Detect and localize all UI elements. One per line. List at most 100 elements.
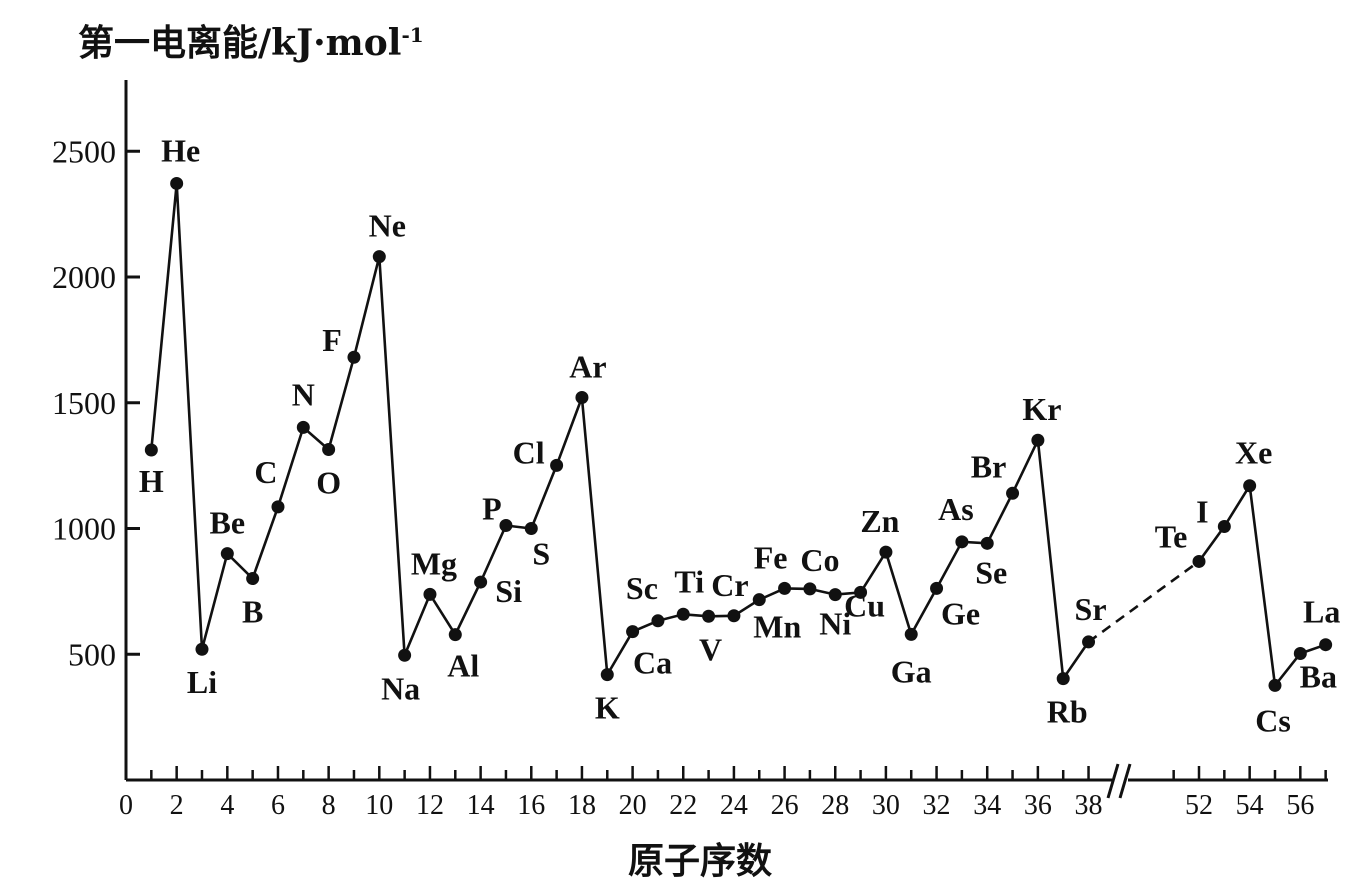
x-tick-label: 6 [271, 790, 285, 821]
point-label-cr: Cr [711, 567, 748, 603]
data-point [600, 668, 614, 682]
data-point [879, 545, 893, 559]
point-label-co: Co [800, 542, 839, 578]
point-label-as: As [938, 491, 974, 527]
point-labels: H He Li Be B C N O F Ne Na Mg Al Si PS Cl Ar K Ca Sc Ti V CrMn… [139, 132, 1340, 738]
point-label-b: B [242, 594, 263, 630]
x-tick-label: 10 [365, 790, 393, 821]
series-lines [150, 183, 1327, 689]
x-tick-label: 0 [119, 790, 133, 821]
point-label-sr: Sr [1075, 591, 1107, 627]
x-tick-label: 26 [771, 790, 799, 821]
data-point [803, 582, 817, 596]
point-label-zn: Zn [860, 503, 899, 539]
data-point [676, 607, 690, 621]
data-point [1006, 486, 1020, 500]
point-label-p: P [482, 490, 502, 526]
point-label-mg: Mg [411, 545, 457, 581]
data-point [322, 443, 336, 457]
data-point [296, 420, 310, 434]
y-tick-label: 500 [68, 636, 116, 672]
data-point [1268, 678, 1282, 692]
data-point [220, 547, 234, 561]
x-tick-label: 54 [1236, 790, 1264, 821]
x-tick-label: 2 [170, 790, 184, 821]
x-tick-label: 32 [923, 790, 951, 821]
point-label-al: Al [447, 648, 479, 684]
x-tick-label: 20 [619, 790, 647, 821]
axis-break-mark [1106, 763, 1120, 799]
point-label-s: S [532, 536, 550, 572]
point-label-he: He [161, 132, 200, 168]
point-label-cs: Cs [1255, 702, 1291, 738]
point-label-ge: Ge [941, 595, 980, 631]
point-label-be: Be [210, 505, 246, 541]
point-label-xe: Xe [1235, 435, 1272, 471]
point-label-o: O [316, 465, 341, 501]
axis-break-mark [1118, 763, 1132, 799]
point-label-n: N [292, 376, 315, 412]
point-label-mn: Mn [753, 609, 801, 645]
data-point [575, 390, 589, 404]
data-point [727, 609, 741, 623]
x-tick-label: 4 [220, 790, 234, 821]
data-point [524, 522, 538, 535]
data-point [448, 628, 462, 642]
point-label-kr: Kr [1022, 391, 1061, 427]
data-point [372, 250, 386, 264]
y-tick-label: 1500 [52, 385, 116, 421]
point-label-ba: Ba [1300, 658, 1337, 694]
x-tick-label: 12 [416, 790, 444, 821]
point-label-ga: Ga [891, 653, 932, 689]
x-tick-label: 16 [517, 790, 545, 821]
point-label-ni: Ni [819, 606, 851, 642]
x-tick-label: 30 [872, 790, 900, 821]
point-label-ca: Ca [633, 645, 672, 681]
point-label-li: Li [187, 664, 217, 700]
x-tick-label: 38 [1075, 790, 1103, 821]
data-point [246, 572, 260, 586]
data-point [499, 518, 513, 532]
point-label-rb: Rb [1047, 694, 1088, 730]
data-point [144, 443, 158, 457]
point-label-c: C [254, 454, 277, 490]
data-point [347, 350, 361, 364]
point-label-cu: Cu [844, 587, 885, 623]
data-point [955, 535, 969, 549]
point-label-i: I [1196, 493, 1208, 529]
point-label-h: H [139, 463, 164, 499]
data-point [828, 588, 842, 602]
x-tick-label: 8 [322, 790, 336, 821]
data-point [854, 585, 868, 599]
y-tick-label: 1000 [52, 511, 116, 547]
point-label-f: F [322, 322, 342, 358]
x-tick-label: 52 [1185, 790, 1213, 821]
data-point [980, 536, 994, 550]
data-point [398, 648, 412, 662]
x-tick-label: 22 [669, 790, 697, 821]
data-point [1217, 519, 1231, 533]
data-point [930, 581, 944, 595]
data-point [1031, 433, 1045, 447]
data-point [651, 614, 665, 628]
data-point [195, 642, 209, 656]
x-tick-label: 18 [568, 790, 596, 821]
data-point [778, 581, 792, 595]
chart-title: 第一电离能/kJ·mol-1 [78, 22, 424, 64]
data-point [271, 500, 285, 514]
data-point [1293, 646, 1307, 660]
x-axis-label: 原子序数 [628, 840, 773, 882]
point-label-se: Se [975, 554, 1007, 590]
point-label-na: Na [381, 670, 420, 706]
point-label-sc: Sc [626, 570, 658, 606]
y-tick-label: 2500 [52, 133, 116, 169]
point-label-v: V [699, 631, 722, 667]
x-tick-label: 14 [467, 790, 495, 821]
data-point [1319, 638, 1333, 652]
point-label-te: Te [1155, 518, 1188, 554]
x-tick-label: 36 [1024, 790, 1052, 821]
data-point [1056, 672, 1070, 686]
point-label-k: K [595, 690, 620, 726]
